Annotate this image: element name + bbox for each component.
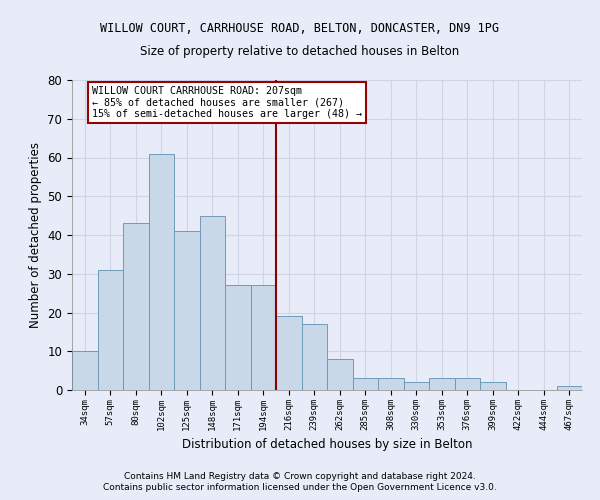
Bar xyxy=(404,382,429,390)
Bar xyxy=(225,286,251,390)
Bar xyxy=(72,351,97,390)
Bar xyxy=(276,316,302,390)
Bar xyxy=(557,386,582,390)
Bar xyxy=(174,231,199,390)
Text: Contains HM Land Registry data © Crown copyright and database right 2024.: Contains HM Land Registry data © Crown c… xyxy=(124,472,476,481)
Bar xyxy=(327,359,353,390)
Bar xyxy=(455,378,480,390)
Bar xyxy=(199,216,225,390)
Bar xyxy=(353,378,378,390)
X-axis label: Distribution of detached houses by size in Belton: Distribution of detached houses by size … xyxy=(182,438,472,451)
Text: Size of property relative to detached houses in Belton: Size of property relative to detached ho… xyxy=(140,45,460,58)
Bar xyxy=(480,382,505,390)
Bar xyxy=(123,224,149,390)
Bar xyxy=(378,378,404,390)
Bar xyxy=(97,270,123,390)
Text: WILLOW COURT CARRHOUSE ROAD: 207sqm
← 85% of detached houses are smaller (267)
1: WILLOW COURT CARRHOUSE ROAD: 207sqm ← 85… xyxy=(92,86,362,119)
Bar xyxy=(429,378,455,390)
Bar xyxy=(251,286,276,390)
Bar xyxy=(302,324,327,390)
Text: WILLOW COURT, CARRHOUSE ROAD, BELTON, DONCASTER, DN9 1PG: WILLOW COURT, CARRHOUSE ROAD, BELTON, DO… xyxy=(101,22,499,36)
Bar xyxy=(149,154,174,390)
Text: Contains public sector information licensed under the Open Government Licence v3: Contains public sector information licen… xyxy=(103,484,497,492)
Y-axis label: Number of detached properties: Number of detached properties xyxy=(29,142,42,328)
